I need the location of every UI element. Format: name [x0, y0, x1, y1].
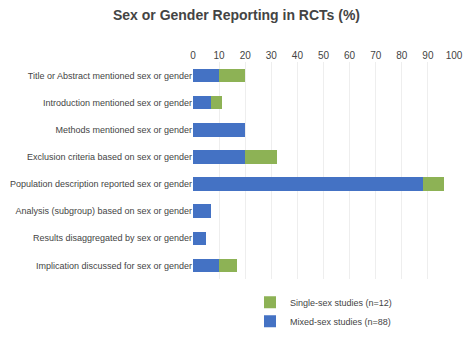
svg-text:Title or Abstract mentioned se: Title or Abstract mentioned sex or gende…	[28, 71, 192, 81]
svg-text:10: 10	[214, 50, 226, 61]
svg-text:Introduction mentioned sex or: Introduction mentioned sex or gender	[43, 98, 192, 108]
svg-text:Implication discussed for sex: Implication discussed for sex or gender	[36, 261, 192, 271]
svg-text:70: 70	[370, 50, 382, 61]
svg-text:40: 40	[292, 50, 304, 61]
svg-text:Analysis (subgroup) based on s: Analysis (subgroup) based on sex or gend…	[15, 206, 192, 216]
svg-text:90: 90	[422, 50, 434, 61]
svg-text:Population description reporte: Population description reported sex or g…	[10, 179, 192, 189]
svg-text:Sex or Gender Reporting in RCT: Sex or Gender Reporting in RCTs (%)	[113, 7, 360, 23]
svg-text:60: 60	[344, 50, 356, 61]
svg-text:Single-sex studies (n=12): Single-sex studies (n=12)	[290, 298, 392, 308]
svg-text:Mixed-sex studies (n=88): Mixed-sex studies (n=88)	[290, 317, 391, 327]
svg-text:Exclusion criteria based on se: Exclusion criteria based on sex or gende…	[27, 152, 192, 162]
svg-text:Results disaggregated by sex o: Results disaggregated by sex or gender	[33, 233, 192, 243]
svg-text:50: 50	[318, 50, 330, 61]
svg-text:30: 30	[266, 50, 278, 61]
svg-text:20: 20	[240, 50, 252, 61]
svg-text:0: 0	[190, 50, 196, 61]
svg-text:Methods mentioned sex or gende: Methods mentioned sex or gender	[55, 125, 192, 135]
svg-text:100: 100	[446, 50, 463, 61]
svg-text:80: 80	[396, 50, 408, 61]
